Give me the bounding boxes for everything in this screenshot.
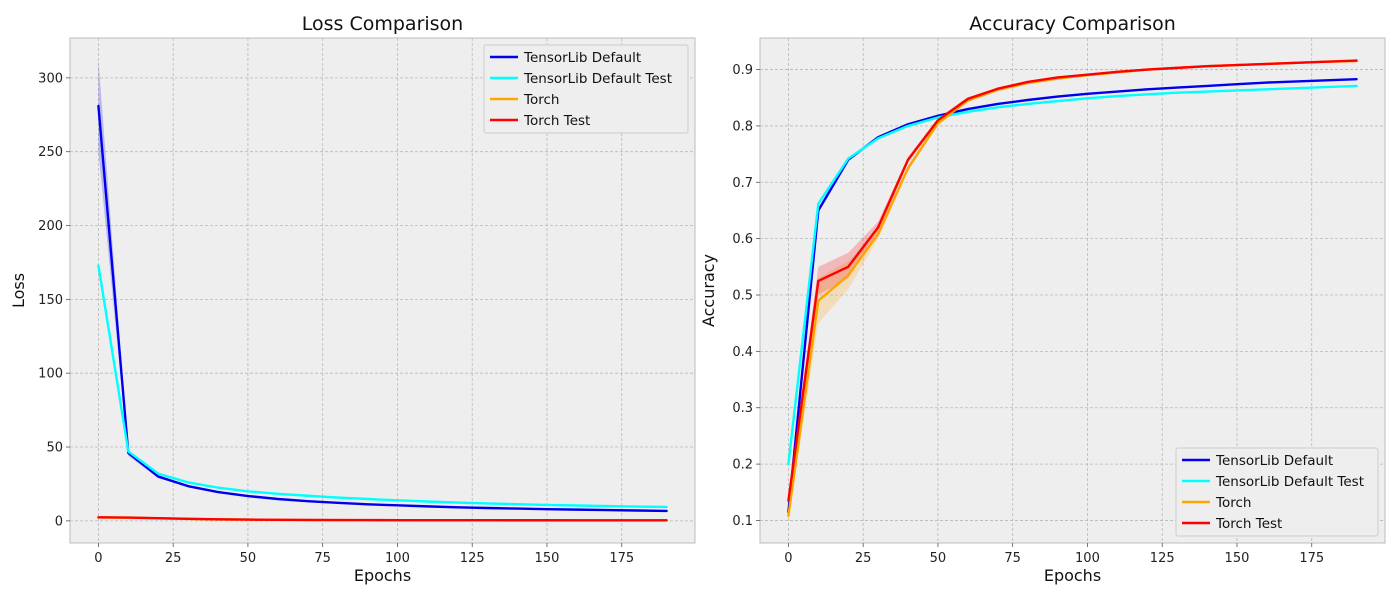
loss-comparison-tensorlib-default-test-line <box>97 264 668 509</box>
accuracy-comparison-y-tick-label: 0.8 <box>732 119 753 134</box>
accuracy-comparison-legend: TensorLib Default TensorLib Default Test T… <box>1175 447 1379 537</box>
accuracy-comparison-x-tick-label: 75 <box>1004 551 1021 566</box>
accuracy-comparison-y-tick-label: 0.7 <box>732 176 753 191</box>
accuracy-comparison-y-tick-label: 0.4 <box>732 345 753 360</box>
loss-comparison-x-tick-label: 125 <box>460 551 485 566</box>
loss-comparison-x-tick-label: 175 <box>609 551 634 566</box>
accuracy-comparison-x-tick-label: 100 <box>1075 551 1100 566</box>
accuracy-comparison-chart: 0 25 50 75 100 125 150 175 0.1 0.2 0.3 0.4 0.5 0.6 0.7… <box>699 13 1386 585</box>
accuracy-comparison-y-tick-label: 0.6 <box>732 232 753 247</box>
loss-comparison-legend-label-torch: Torch <box>523 92 559 108</box>
loss-comparison-y-tick-label: 0 <box>55 514 63 529</box>
accuracy-comparison-x-tick-label: 25 <box>855 551 872 566</box>
loss-comparison-x-tick-label: 0 <box>94 551 102 566</box>
loss-comparison-y-tick-label: 200 <box>38 219 63 234</box>
loss-comparison-title: Loss Comparison <box>302 13 463 35</box>
loss-comparison-x-tick-label: 100 <box>385 551 410 566</box>
loss-comparison-legend: TensorLib Default TensorLib Default Test T… <box>483 44 689 134</box>
loss-comparison-x-tick-label: 75 <box>314 551 331 566</box>
loss-comparison-y-tick-label: 300 <box>38 71 63 86</box>
loss-comparison-legend-label-torch-test: Torch Test <box>523 113 590 129</box>
loss-comparison-legend-box <box>483 44 689 134</box>
accuracy-comparison-torch-test-line <box>787 59 1358 502</box>
accuracy-comparison-tensorlib-default-test-line <box>787 84 1358 466</box>
accuracy-comparison-x-tick-label: 150 <box>1225 551 1250 566</box>
loss-comparison-legend-label-tensorlib-default: TensorLib Default <box>523 50 641 66</box>
accuracy-comparison-x-tick-label: 0 <box>784 551 792 566</box>
loss-comparison-y-tick-label: 150 <box>38 293 63 308</box>
accuracy-comparison-y-tick-label: 0.9 <box>732 63 753 78</box>
accuracy-comparison-x-tick-label: 175 <box>1299 551 1324 566</box>
accuracy-comparison-x-tick-label: 125 <box>1150 551 1175 566</box>
loss-comparison-y-tick-label: 50 <box>46 441 63 456</box>
accuracy-comparison-legend-label-torch-test: Torch Test <box>1215 516 1282 532</box>
loss-comparison-x-tick-label: 25 <box>165 551 182 566</box>
accuracy-comparison-legend-label-tensorlib-default: TensorLib Default <box>1215 453 1333 469</box>
accuracy-comparison-y-tick-label: 0.3 <box>732 401 753 416</box>
accuracy-comparison-y-axis-label: Accuracy <box>699 254 718 327</box>
loss-comparison-legend-label-tensorlib-default-test: TensorLib Default Test <box>523 71 672 87</box>
accuracy-comparison-legend-box <box>1175 447 1379 537</box>
accuracy-comparison-x-tick-label: 50 <box>930 551 947 566</box>
loss-comparison-x-axis-label: Epochs <box>354 566 411 585</box>
accuracy-comparison-title: Accuracy Comparison <box>969 13 1176 35</box>
accuracy-comparison-legend-label-torch: Torch <box>1215 495 1251 511</box>
loss-comparison-x-tick-label: 50 <box>240 551 257 566</box>
loss-comparison-y-tick-label: 250 <box>38 145 63 160</box>
loss-comparison-y-axis-label: Loss <box>9 273 28 308</box>
loss-comparison-x-tick-label: 150 <box>535 551 560 566</box>
accuracy-comparison-legend-label-tensorlib-default-test: TensorLib Default Test <box>1215 474 1364 490</box>
loss-comparison-tensorlib-default-line <box>97 104 668 513</box>
accuracy-comparison-y-tick-label: 0.5 <box>732 289 753 304</box>
loss-comparison-torch-test-line <box>97 516 668 522</box>
accuracy-comparison-y-tick-label: 0.2 <box>732 458 753 473</box>
loss-comparison-chart: 0 25 50 75 100 125 150 175 0 50 100 150 200 250 300 Los… <box>9 13 696 585</box>
accuracy-comparison-x-axis-label: Epochs <box>1044 566 1101 585</box>
loss-comparison-y-tick-label: 100 <box>38 367 63 382</box>
accuracy-comparison-y-tick-label: 0.1 <box>732 514 753 529</box>
